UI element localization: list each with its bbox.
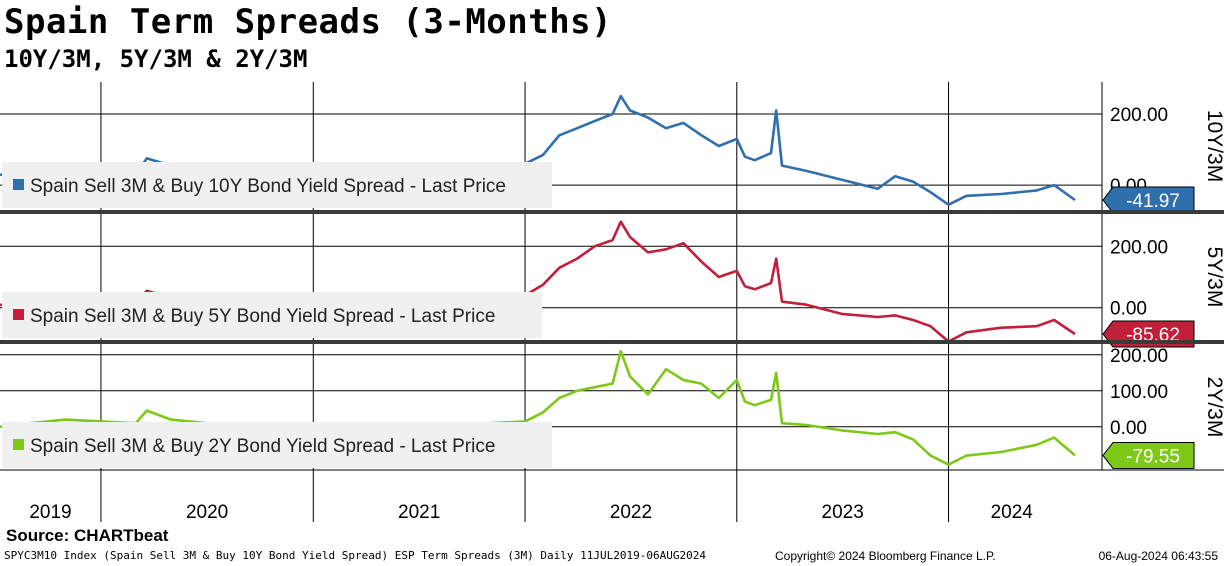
- last-value-label: -79.55: [1126, 446, 1180, 467]
- panel-side-label: 10Y/3M: [1203, 110, 1224, 182]
- x-tick-label: 2020: [186, 502, 228, 523]
- panel-divider: [0, 340, 1224, 344]
- legend-swatch: [13, 309, 24, 320]
- last-value-tag: [1102, 441, 1195, 469]
- footer-security-info: SPYC3M10 Index (Spain Sell 3M & Buy 10Y …: [4, 549, 706, 562]
- y-tick-label: 100.00: [1110, 382, 1168, 403]
- x-tick-label: 2021: [398, 502, 440, 523]
- legend-box: [2, 292, 542, 338]
- last-value-label: -41.97: [1126, 191, 1180, 212]
- legend-box: [2, 162, 552, 208]
- footer-timestamp: 06-Aug-2024 06:43:55: [1098, 549, 1218, 563]
- x-tick-label: 2022: [610, 502, 652, 523]
- page-title: Spain Term Spreads (3-Months): [4, 2, 613, 42]
- source-label: Source: CHARTbeat: [6, 526, 169, 545]
- legend-label: Spain Sell 3M & Buy 2Y Bond Yield Spread…: [30, 436, 495, 457]
- panel-side-label: 5Y/3M: [1203, 247, 1224, 308]
- y-tick-label: 0.00: [1110, 299, 1147, 320]
- footer-copyright: Copyright© 2024 Bloomberg Finance L.P.: [775, 549, 996, 563]
- legend-box: [2, 422, 552, 468]
- x-tick-label: 2024: [991, 502, 1034, 523]
- y-tick-label: 200.00: [1110, 237, 1168, 258]
- legend-label: Spain Sell 3M & Buy 10Y Bond Yield Sprea…: [30, 176, 506, 197]
- y-tick-label: 200.00: [1110, 346, 1168, 367]
- legend-swatch: [13, 439, 24, 450]
- x-tick-label: 2023: [822, 502, 864, 523]
- y-tick-label: 0.00: [1110, 418, 1147, 439]
- panel-side-label: 2Y/3M: [1203, 377, 1224, 438]
- legend-label: Spain Sell 3M & Buy 5Y Bond Yield Spread…: [30, 306, 495, 327]
- panel-divider: [0, 210, 1224, 214]
- y-tick-label: 200.00: [1110, 105, 1168, 126]
- page-subtitle: 10Y/3M, 5Y/3M & 2Y/3M: [4, 45, 308, 73]
- legend-swatch: [13, 179, 24, 190]
- x-tick-label: 2019: [29, 502, 71, 523]
